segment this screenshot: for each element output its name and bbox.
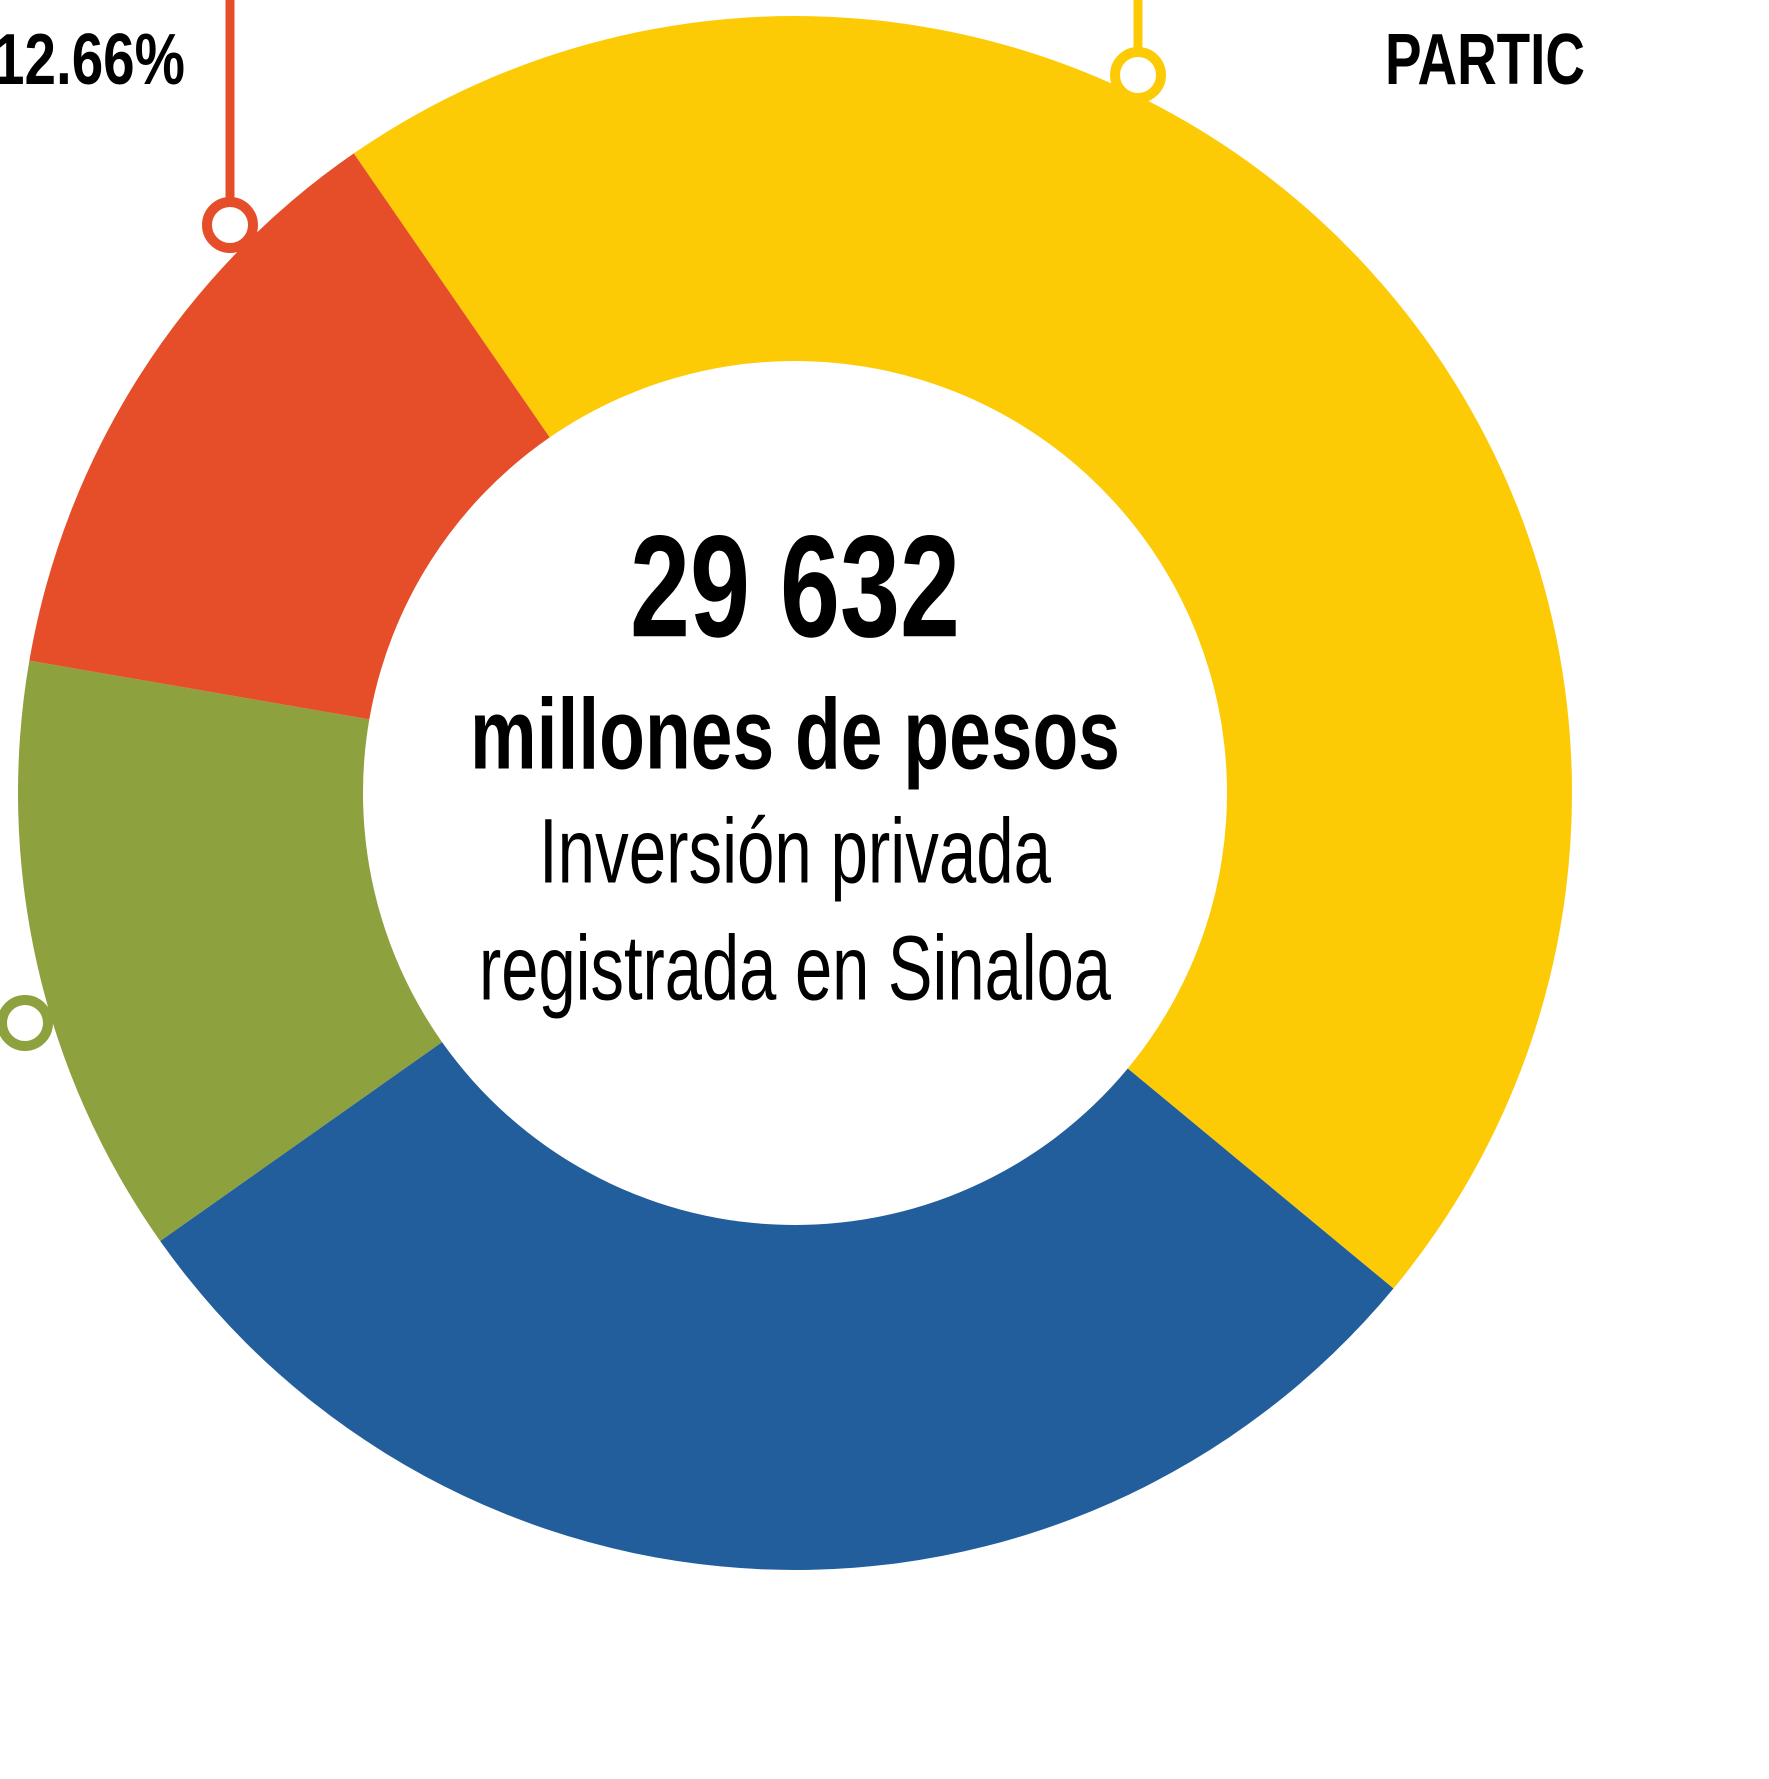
center-value: 29 632 — [630, 505, 960, 667]
center-caption: registrada en Sinaloa — [479, 917, 1112, 1019]
center-caption: Inversión privada — [539, 800, 1052, 902]
value-label: 12.66% — [0, 20, 185, 100]
donut-slice — [160, 1042, 1394, 1570]
center-unit: millones de pesos — [470, 678, 1120, 790]
donut — [17, 15, 1573, 1570]
donut-slice — [29, 153, 550, 720]
leader-lines — [0, 0, 1166, 1051]
donut-slice — [17, 660, 443, 1242]
leader-dot — [1110, 47, 1166, 103]
annotation: PARTIC — [1385, 20, 1585, 100]
leader-dot — [0, 995, 53, 1051]
donut-slice — [353, 15, 1573, 1289]
leader-dot — [202, 197, 258, 253]
